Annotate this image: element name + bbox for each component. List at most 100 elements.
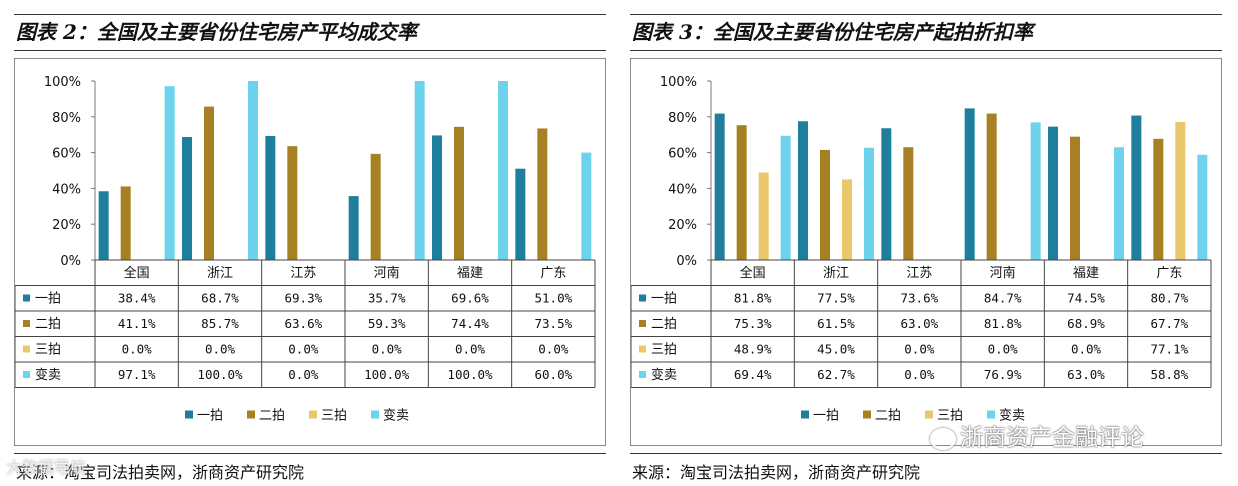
bar [182,137,192,260]
data-label: 60.0% [535,367,573,382]
row-legend-swatch [639,294,646,302]
data-label: 100.0% [447,367,493,382]
bar [1114,147,1124,260]
row-legend-swatch [23,320,30,327]
row-legend-swatch [639,371,646,378]
data-label: 58.8% [1151,367,1189,382]
bar [287,146,298,260]
x-category-label: 广东 [1156,266,1182,281]
data-label: 69.6% [451,291,489,306]
data-label: 41.1% [118,316,156,331]
data-label: 85.7% [201,316,239,331]
legend-swatch [185,410,193,419]
source-rule [630,453,1222,454]
bar [581,152,592,260]
watermark-right-text: 浙商资产金融评论 [960,425,1144,451]
bar [1070,136,1080,260]
chart-title: 图表 3：全国及主要省份住宅房产起拍折扣率 [632,20,1033,44]
row-legend-swatch [23,294,30,302]
x-category-label: 福建 [457,266,483,281]
data-label: 63.0% [1067,367,1105,382]
x-category-label: 广东 [540,266,566,281]
row-series-label: 变卖 [35,367,61,383]
data-label: 48.9% [734,342,772,357]
x-category-label: 河南 [990,265,1016,281]
bar [1153,138,1164,260]
legend-swatch [801,410,809,419]
legend-label: 变卖 [999,408,1025,424]
bar [498,81,508,260]
bar [798,121,808,261]
row-legend-swatch [23,345,30,353]
top-rule [630,14,1222,15]
x-category-label: 浙江 [823,266,849,281]
y-tick-label: 20% [668,218,697,233]
legend-label: 一拍 [813,409,839,424]
x-category-label: 江苏 [906,265,932,281]
data-label: 81.8% [734,291,772,306]
data-label: 38.4% [118,291,156,306]
data-label: 0.0% [455,342,486,357]
y-tick-label: 40% [668,182,697,197]
watermark-right: 浙商资产金融评论 [930,418,1144,452]
bar [414,81,425,260]
data-label: 0.0% [372,342,403,357]
bar [1197,154,1208,260]
data-label: 77.5% [817,291,855,306]
data-label: 59.3% [368,316,406,331]
data-label: 0.0% [988,342,1019,357]
chart-source: 来源：淘宝司法拍卖网，浙商资产研究院 [16,463,305,482]
x-category-label: 福建 [1073,266,1099,281]
chart-panel-right: 图表 3：全国及主要省份住宅房产起拍折扣率 0% 20% 40% 60% 80% 100%… [630,0,1230,486]
data-label: 81.8% [984,316,1022,331]
data-label: 0.0% [538,342,569,357]
y-tick-label: 40% [52,182,81,197]
bar [537,128,548,260]
row-series-label: 二拍 [651,317,677,332]
bar [98,191,109,260]
row-series-label: 二拍 [35,317,61,332]
x-category-label: 河南 [374,265,400,281]
bar [864,147,874,260]
bar [714,113,725,260]
bar [758,172,769,260]
legend-swatch [371,410,379,419]
watermark-left: 大数据导航 [6,458,87,477]
bar [903,147,914,260]
data-label: 74.4% [451,316,489,331]
row-legend-swatch [639,345,646,353]
data-label: 73.6% [901,291,939,306]
chart-title: 图表 2：全国及主要省份住宅房产平均成交率 [16,20,417,44]
legend-label: 一拍 [197,409,223,424]
bar [164,86,175,260]
bar [820,149,830,260]
chart-panel-left: 图表 2：全国及主要省份住宅房产平均成交率 0% 20% 40% 60% 80% 100%… [14,0,614,486]
bar [842,179,852,260]
data-label: 63.6% [285,316,323,331]
legend-label: 二拍 [259,409,285,424]
data-label: 73.5% [535,316,573,331]
data-label: 0.0% [288,367,319,382]
data-label: 0.0% [205,342,236,357]
row-series-label: 一拍 [651,292,677,307]
bar [881,128,892,260]
legend-label: 二拍 [875,409,901,424]
data-label: 35.7% [368,291,406,306]
source-rule [14,453,606,454]
bar [265,135,276,260]
data-label: 84.7% [984,291,1022,306]
data-label: 69.3% [285,291,323,306]
row-series-label: 变卖 [651,367,677,383]
data-label: 62.7% [817,367,855,382]
x-category-label: 江苏 [290,265,316,281]
data-label: 0.0% [904,367,935,382]
legend-label: 三拍 [321,409,347,424]
data-label: 74.5% [1067,291,1105,306]
bar [515,168,526,260]
data-label: 61.5% [817,316,855,331]
y-tick-label: 0% [676,254,697,269]
y-tick-label: 60% [668,147,697,162]
data-label: 69.4% [734,367,772,382]
